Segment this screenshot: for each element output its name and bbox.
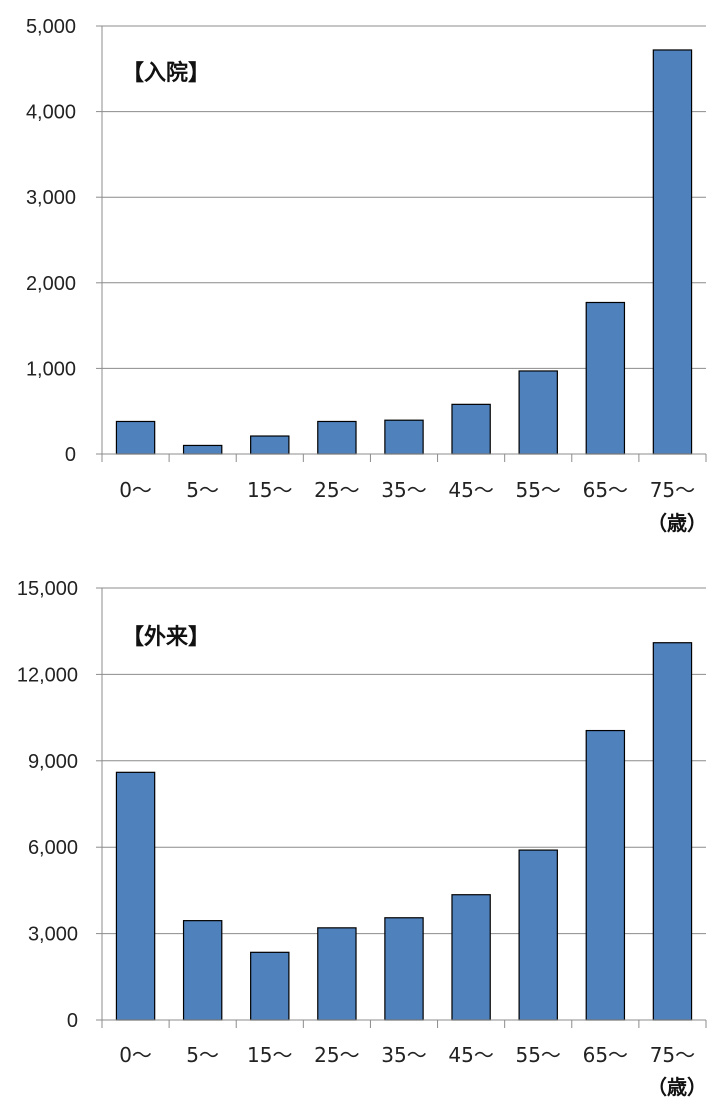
bar <box>518 849 558 1021</box>
x-tick-label: 75〜 <box>650 1043 695 1067</box>
bar <box>115 420 156 455</box>
x-tick-label: 15〜 <box>247 1043 292 1067</box>
y-tick-label: 9,000 <box>28 751 78 773</box>
bar <box>652 49 693 455</box>
chart-title: 【外来】 <box>122 624 210 650</box>
x-tick-label: 45〜 <box>448 1043 493 1067</box>
bar <box>317 420 357 455</box>
outpatient-chart: 0 3,000 6,000 9,000 12,000 15,000 0〜 5〜 15〜 25〜 3… <box>17 578 707 1099</box>
bar <box>585 729 626 1021</box>
x-tick-label: 55〜 <box>515 1043 560 1067</box>
x-tick-label: 35〜 <box>381 1043 426 1067</box>
chart-title: 【入院】 <box>122 60 210 86</box>
y-tick-label: 12,000 <box>17 664 78 686</box>
y-tick-label: 3,000 <box>26 187 76 209</box>
y-tick-label: 4,000 <box>26 102 76 124</box>
x-tick-label: 75〜 <box>650 478 695 502</box>
y-tick-label: 6,000 <box>28 837 78 859</box>
x-tick-label: 15〜 <box>247 478 292 502</box>
bar <box>182 920 223 1021</box>
bar <box>652 642 693 1021</box>
y-tick-label: 1,000 <box>26 358 76 380</box>
x-tick-label: 45〜 <box>448 478 493 502</box>
x-tick-label: 0〜 <box>119 1043 152 1067</box>
y-tick-label: 0 <box>65 444 76 466</box>
bar <box>451 403 491 455</box>
y-tick-label: 5,000 <box>26 16 76 38</box>
inpatient-chart: 0 1,000 2,000 3,000 4,000 5,000 0〜 5〜 15〜 25〜 35〜… <box>26 16 707 535</box>
bar <box>317 927 357 1021</box>
x-axis-unit-label: （歳） <box>647 511 707 535</box>
y-tick-label: 0 <box>67 1010 78 1032</box>
y-tick-label: 2,000 <box>26 273 76 295</box>
bar <box>451 894 491 1021</box>
bar <box>518 370 558 455</box>
bar <box>585 301 626 455</box>
x-axis-unit-label: （歳） <box>647 1075 707 1099</box>
x-tick-label: 35〜 <box>381 478 426 502</box>
bar <box>384 917 424 1021</box>
x-tick-label: 5〜 <box>186 1043 219 1067</box>
x-tick-label: 5〜 <box>186 478 219 502</box>
x-tick-label: 65〜 <box>583 1043 628 1067</box>
x-tick-label: 25〜 <box>314 478 359 502</box>
x-tick-label: 65〜 <box>583 478 628 502</box>
x-tick-label: 25〜 <box>314 1043 359 1067</box>
y-tick-label: 15,000 <box>17 578 78 600</box>
bar <box>115 771 156 1021</box>
x-tick-label: 55〜 <box>515 478 560 502</box>
bar <box>250 435 290 455</box>
bar <box>182 444 223 455</box>
y-tick-label: 3,000 <box>28 924 78 946</box>
bar <box>250 951 290 1021</box>
x-tick-label: 0〜 <box>119 478 152 502</box>
bar <box>384 419 424 455</box>
